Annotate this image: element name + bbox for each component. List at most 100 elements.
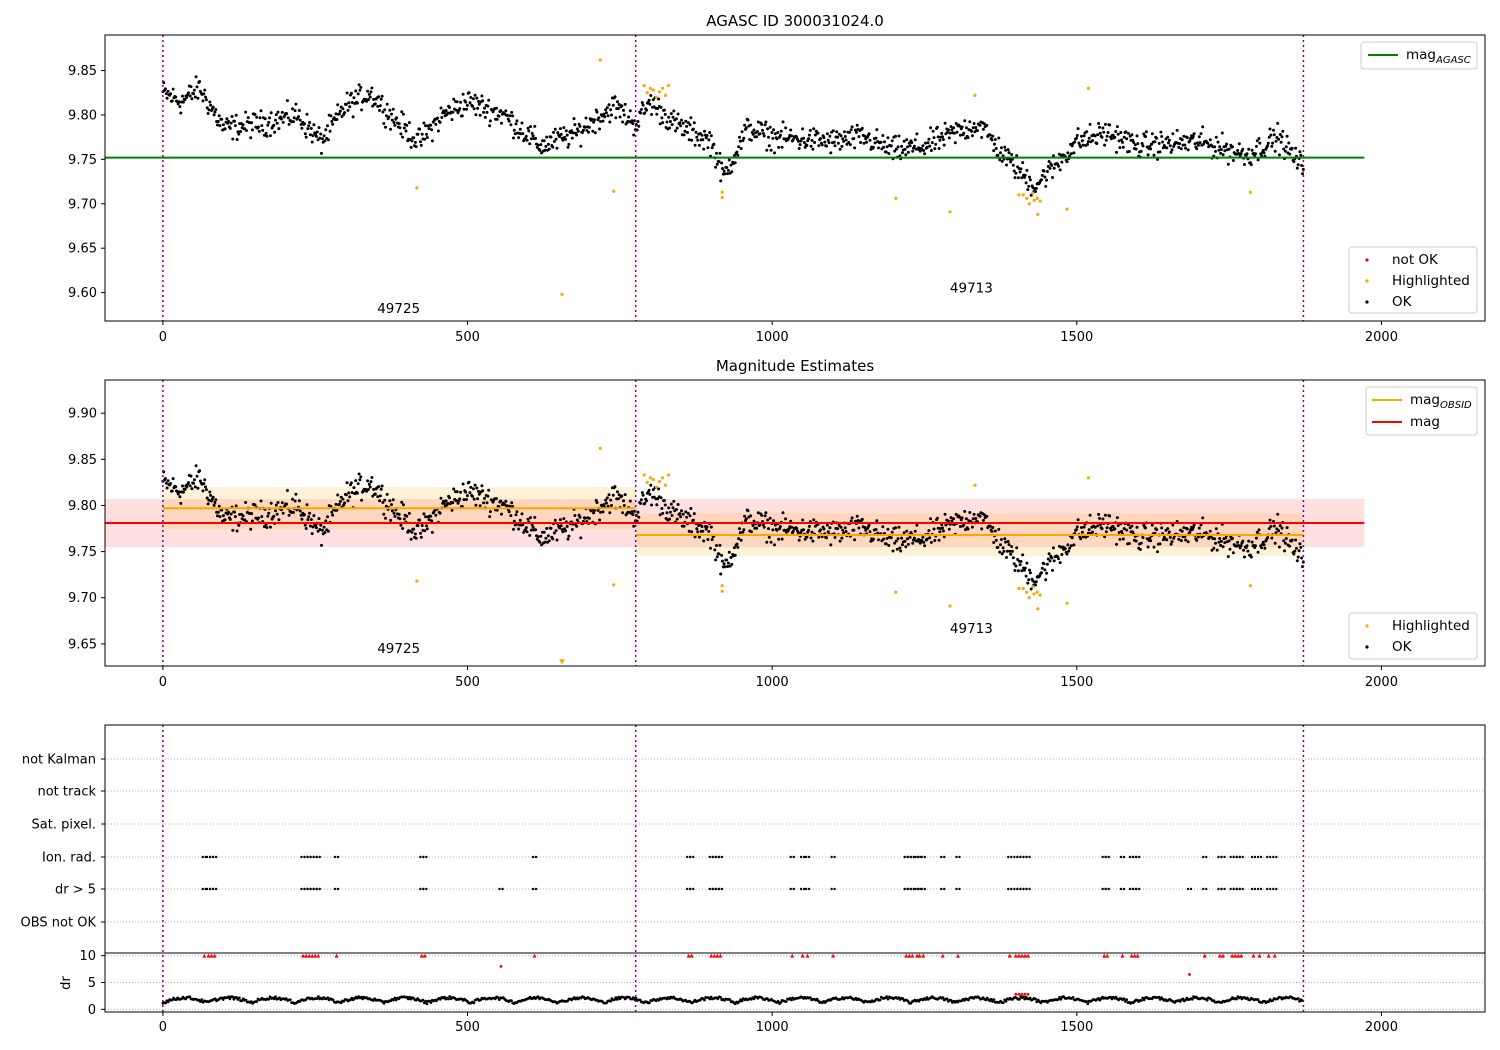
- ok-point: [992, 149, 996, 153]
- ok-point: [373, 102, 377, 106]
- ok-legend-swatch: [1365, 300, 1369, 304]
- ok-point: [402, 517, 406, 521]
- ok-point: [955, 130, 959, 134]
- flag-point: [1259, 887, 1263, 891]
- ok-point: [595, 110, 599, 114]
- agasc-legend-top-box: [1360, 41, 1478, 70]
- ok-point: [719, 572, 723, 576]
- ok-point: [1040, 178, 1043, 182]
- ok-point: [717, 552, 721, 556]
- ok-point: [688, 514, 692, 518]
- ok-point: [354, 479, 358, 483]
- ok-point: [649, 94, 653, 97]
- ok-point: [300, 517, 304, 521]
- flag-point: [1186, 887, 1190, 891]
- ok-point: [874, 136, 878, 140]
- dr-point: [188, 995, 192, 999]
- ok-point: [1060, 553, 1064, 556]
- ok-point: [1097, 122, 1101, 125]
- ok-point: [985, 124, 989, 127]
- ok-point: [369, 90, 373, 94]
- ok-point: [676, 503, 680, 506]
- ok-point: [552, 531, 556, 535]
- ok-point: [399, 523, 403, 527]
- ok-point: [739, 147, 743, 150]
- ok-point: [678, 121, 682, 125]
- ok-point: [780, 537, 784, 541]
- ok-point: [1103, 535, 1107, 539]
- flag-point: [501, 887, 504, 891]
- ok-point: [1277, 137, 1281, 141]
- ok-point: [1009, 552, 1013, 556]
- ok-point: [174, 485, 178, 489]
- ok-point: [259, 499, 263, 503]
- ok-point: [760, 123, 764, 126]
- ok-point: [746, 118, 750, 122]
- ok-point: [389, 518, 393, 522]
- ok-point: [655, 503, 659, 507]
- ok-point: [266, 514, 270, 518]
- ok-point: [1195, 147, 1199, 151]
- flag-point: [1238, 855, 1241, 859]
- ok-point: [1226, 162, 1230, 166]
- ok-point: [1148, 145, 1152, 148]
- highlighted-point: [1025, 590, 1029, 594]
- ok-point: [1152, 153, 1156, 157]
- ok-point: [451, 110, 455, 114]
- ok-point: [1202, 142, 1205, 146]
- highlighted-point: [720, 584, 724, 588]
- ok-point: [216, 510, 220, 514]
- ok-point: [1120, 529, 1124, 533]
- ok-point: [1048, 166, 1052, 170]
- ok-point: [264, 131, 268, 135]
- ok-point: [419, 140, 422, 144]
- dr-capped-marker: [301, 953, 306, 958]
- ok-point: [533, 124, 537, 128]
- ok-point: [1019, 167, 1023, 171]
- ok-point: [617, 103, 621, 106]
- flag-row-label: Ion. rad.: [42, 851, 96, 866]
- ok-point: [593, 131, 597, 135]
- ok-point: [922, 540, 926, 544]
- ok-point: [1295, 166, 1299, 170]
- dr-point: [945, 997, 949, 1001]
- ok-point: [1043, 568, 1047, 572]
- ok-point: [850, 125, 854, 129]
- ok-point: [1051, 154, 1055, 158]
- highlighted-point: [612, 189, 616, 193]
- ok-point: [674, 129, 677, 133]
- ok-point: [310, 140, 314, 144]
- ok-point: [610, 504, 613, 507]
- ok-point: [925, 537, 929, 541]
- ok-point: [881, 525, 885, 529]
- ok-point: [1004, 540, 1008, 544]
- agasc-legend-bottom: not OK Highlighted OK: [1348, 246, 1478, 314]
- ok-point: [706, 538, 710, 541]
- ok-point: [605, 106, 609, 110]
- ok-point: [795, 135, 799, 139]
- ok-point: [825, 536, 828, 540]
- ok-point: [798, 143, 802, 147]
- ok-point: [399, 132, 403, 136]
- ok-point: [366, 89, 370, 93]
- flag-point: [1022, 887, 1025, 891]
- ok-point: [474, 113, 478, 117]
- ok-point: [1150, 523, 1154, 527]
- flag-point: [1205, 887, 1208, 891]
- ok-point: [1239, 152, 1243, 156]
- flag-point: [333, 887, 337, 891]
- ok-point: [193, 485, 197, 489]
- highlighted-point: [648, 476, 652, 480]
- ok-point: [1025, 168, 1029, 172]
- ok-point: [381, 110, 385, 114]
- ok-point: [308, 524, 312, 528]
- flags-frame: [104, 724, 1486, 1013]
- ok-point: [998, 158, 1002, 162]
- ok-legend-label: OK: [1392, 294, 1413, 310]
- flag-point: [1256, 887, 1260, 891]
- dr-capped-marker: [1239, 953, 1244, 958]
- ok-point: [358, 478, 362, 482]
- dr-capped-marker: [805, 953, 810, 958]
- ok-point: [1271, 141, 1275, 145]
- ok-point: [343, 501, 347, 505]
